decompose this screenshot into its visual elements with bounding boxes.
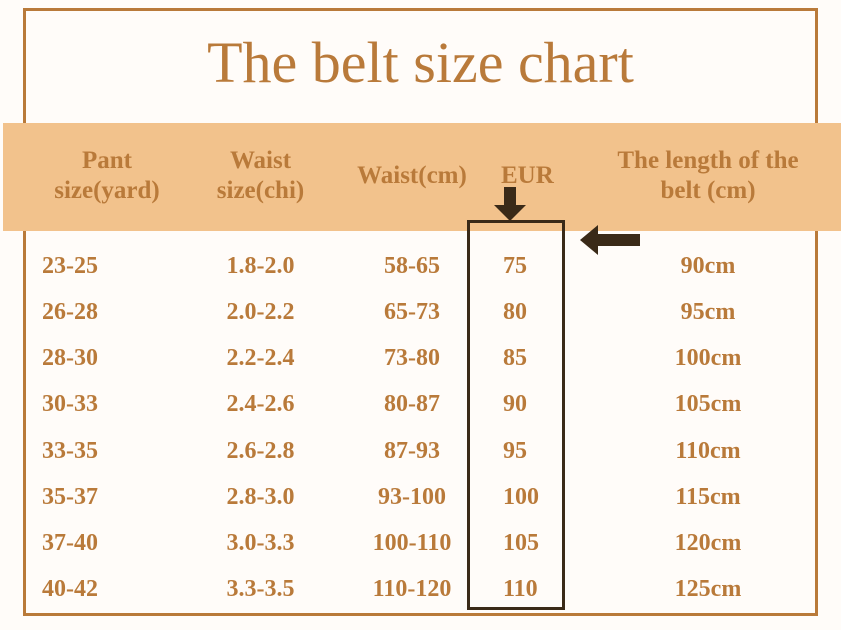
size-table: Pant size(yard) 23-25 26-28 28-30 30-33 … [26,123,815,613]
table-cell: 1.8-2.0 [188,243,333,289]
table-cell: 95cm [601,289,815,335]
table-cell: 2.0-2.2 [188,289,333,335]
table-cell: 2.8-3.0 [188,474,333,520]
table-cell: 26-28 [26,289,188,335]
table-cell: 110cm [601,428,815,474]
table-cell: 73-80 [333,336,491,382]
table-cell: 93-100 [333,474,491,520]
table-cell: 65-73 [333,289,491,335]
arrow-left-icon [580,225,640,255]
table-cell: 120cm [601,521,815,567]
table-cell: 3.3-3.5 [188,567,333,613]
column-waist-chi: Waist size(chi) 1.8-2.0 2.0-2.2 2.2-2.4 … [188,123,333,613]
table-cell: 100-110 [333,521,491,567]
header-pant-size: Pant size(yard) [26,123,188,229]
table-cell: 100cm [601,336,815,382]
table-cell: 87-93 [333,428,491,474]
table-cell: 90 [491,382,601,428]
header-belt-length: The length of the belt (cm) [601,123,815,229]
table-cell: 3.0-3.3 [188,521,333,567]
chart-title: The belt size chart [26,11,815,110]
column-waist-cm: Waist(cm) 58-65 65-73 73-80 80-87 87-93 … [333,123,491,613]
header-waist-cm: Waist(cm) [333,123,491,229]
table-cell: 2.6-2.8 [188,428,333,474]
table-cell: 85 [491,336,601,382]
table-cell: 110-120 [333,567,491,613]
table-cell: 37-40 [26,521,188,567]
header-waist-chi: Waist size(chi) [188,123,333,229]
column-pant-size: Pant size(yard) 23-25 26-28 28-30 30-33 … [26,123,188,613]
size-chart-container: The belt size chart Pant size(yard) 23-2… [23,8,818,616]
table-cell: 95 [491,428,601,474]
table-cell: 28-30 [26,336,188,382]
table-cell: 115cm [601,474,815,520]
table-cell: 2.4-2.6 [188,382,333,428]
table-cell: 30-33 [26,382,188,428]
table-cell: 23-25 [26,243,188,289]
arrow-down-icon [494,187,526,221]
table-cell: 100 [491,474,601,520]
table-cell: 35-37 [26,474,188,520]
table-cell: 40-42 [26,567,188,613]
table-cell: 110 [491,567,601,613]
table-cell: 105 [491,521,601,567]
table-cell: 125cm [601,567,815,613]
table-cell: 80-87 [333,382,491,428]
table-cell: 105cm [601,382,815,428]
table-cell: 2.2-2.4 [188,336,333,382]
table-cell: 80 [491,289,601,335]
column-belt-length: The length of the belt (cm) 90cm 95cm 10… [601,123,815,613]
table-cell: 58-65 [333,243,491,289]
table-cell: 33-35 [26,428,188,474]
